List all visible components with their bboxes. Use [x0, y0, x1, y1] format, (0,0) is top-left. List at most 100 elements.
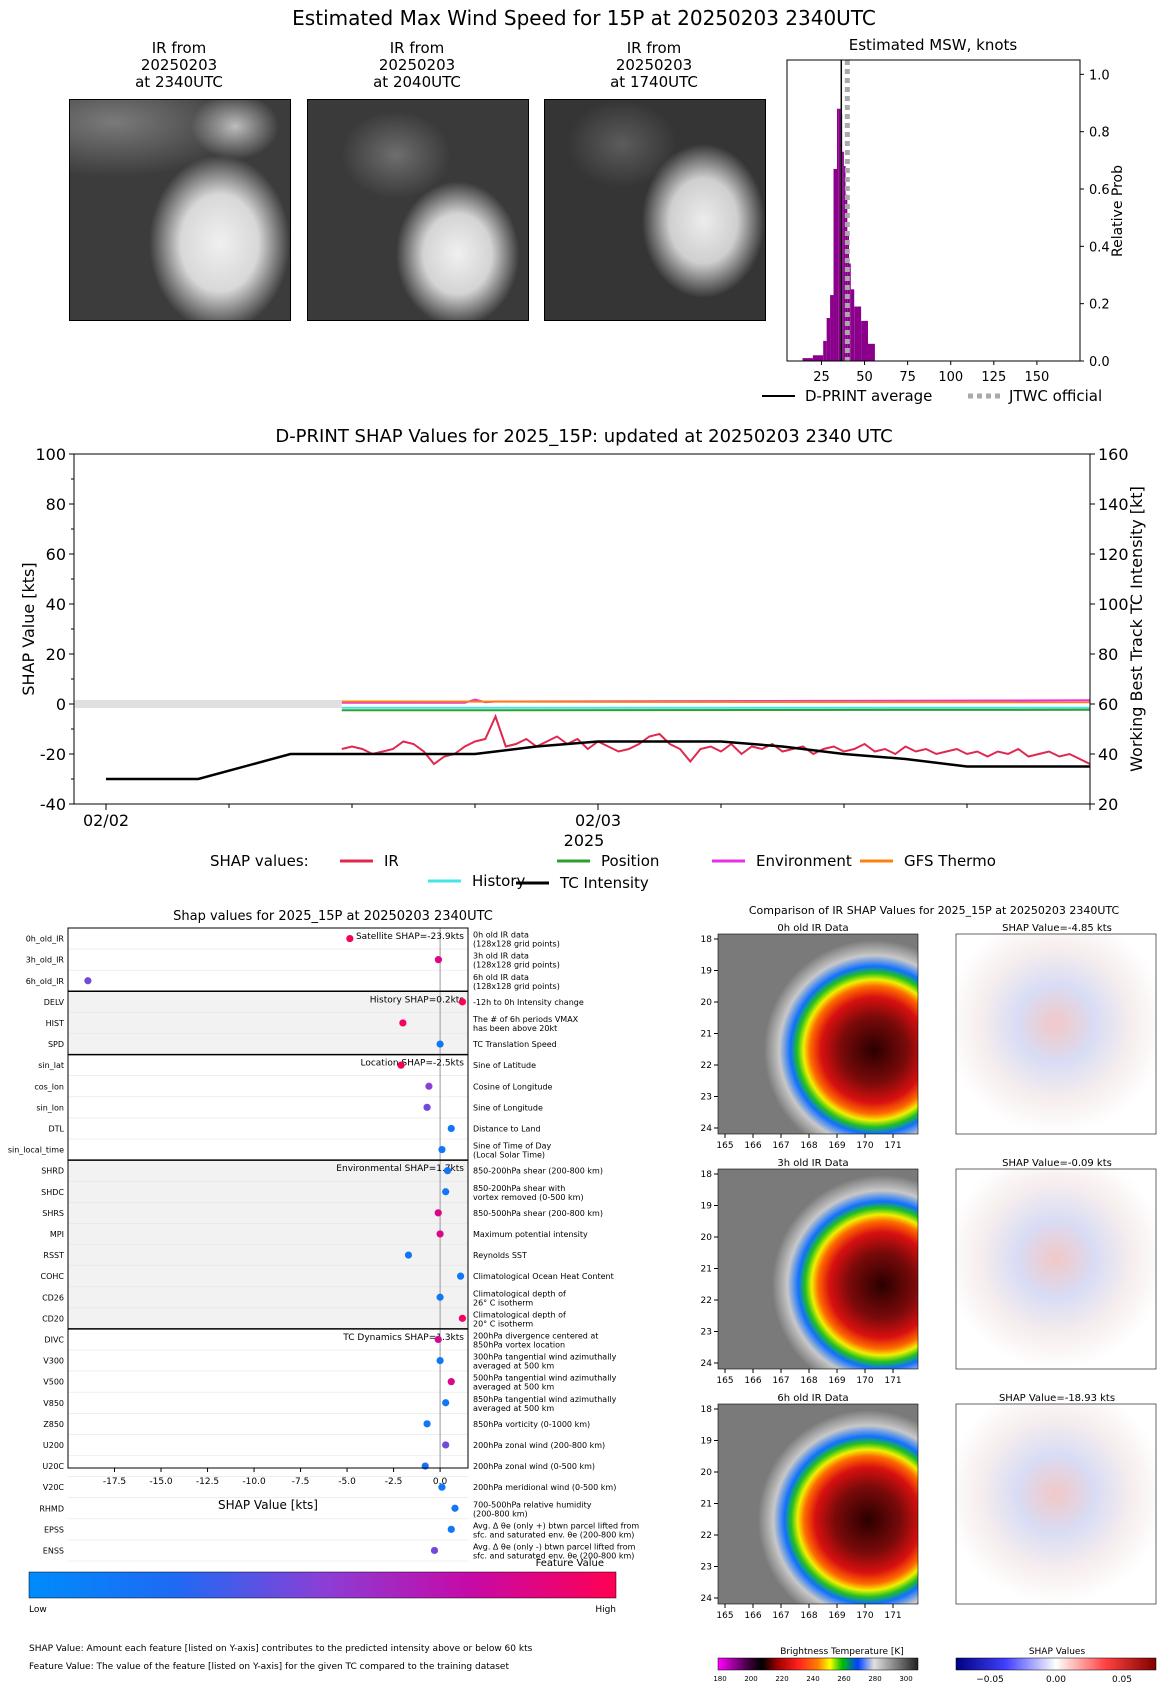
cmp-ytick-label: -22: [700, 1061, 712, 1071]
feature-desc: 200hPa zonal wind (200-800 km): [473, 1441, 605, 1450]
feat-xtick-label: -15.0: [149, 1477, 173, 1487]
ts-y2tick-label: 60: [1098, 695, 1118, 714]
shap-colorbar: [955, 1657, 1157, 1671]
feature-desc: Cosine of Longitude: [473, 1082, 553, 1091]
ir-image-2040: [307, 99, 529, 321]
feature-desc: has been above 20kt: [473, 1024, 557, 1033]
feature-name: RHMD: [39, 1504, 64, 1513]
cmp-ir-image: [717, 1168, 919, 1370]
hist-bar: [842, 151, 844, 361]
ts-y2tick-label: 80: [1098, 645, 1118, 664]
feature-name: cos_lon: [34, 1082, 64, 1091]
feature-dot: [442, 1441, 450, 1449]
hist-xtick-label: 150: [1024, 370, 1049, 385]
ts-ytick-label: 20: [46, 645, 66, 664]
feature-dot: [447, 1525, 455, 1533]
cbar-title: Feature Value: [536, 1558, 604, 1569]
feature-dot: [447, 1124, 455, 1133]
hist-title: Estimated MSW, knots: [849, 36, 1018, 54]
feature-name: sin_local_time: [8, 1146, 64, 1155]
feature-name: V500: [43, 1378, 64, 1387]
feature-dot: [434, 1209, 442, 1217]
feature-name: DIVC: [44, 1335, 64, 1344]
feature-desc: TC Translation Speed: [472, 1040, 557, 1049]
cmp-data-title: 0h old IR Data: [777, 923, 848, 934]
shap-cbar-tick-label: 0.05: [1112, 1675, 1132, 1683]
feature-desc: (Local Solar Time): [473, 1151, 545, 1160]
cmp-xtick-label: 169: [828, 1611, 845, 1621]
feature-dot: [425, 1082, 433, 1090]
cmp-ytick-label: -19: [700, 967, 712, 977]
cbar-high: High: [595, 1605, 616, 1615]
hist-xtick-label: 100: [938, 370, 963, 385]
hist-xtick-label: 25: [813, 370, 830, 385]
feature-desc: 3h old IR data: [473, 952, 529, 961]
ts-legend-label: TC Intensity: [559, 874, 649, 892]
hist-xtick-label: 125: [981, 370, 1006, 385]
cmp-xtick-label: 169: [828, 1141, 845, 1151]
ts-y2tick-label: 40: [1098, 745, 1118, 764]
feature-name: MPI: [50, 1230, 64, 1239]
feat-xtick-label: -12.5: [196, 1477, 219, 1487]
ts-legend-label: GFS Thermo: [904, 852, 996, 870]
feature-name: SHRS: [42, 1209, 64, 1218]
feature-dot: [438, 1483, 446, 1491]
feat-title: Shap values for 2025_15P at 20250203 234…: [173, 909, 493, 924]
feature-dot: [443, 1167, 452, 1175]
feature-desc: 850hPa tangential wind azimuthally: [473, 1395, 617, 1404]
footnote-feature: Feature Value: The value of the feature …: [29, 1662, 509, 1672]
cmp-shap-title: SHAP Value=-0.09 kts: [1002, 1158, 1112, 1169]
feature-desc: The # of 6h periods VMAX: [472, 1015, 579, 1024]
bt-tick-label: 220: [775, 1675, 788, 1683]
feature-name: CD26: [42, 1293, 64, 1302]
cmp-ytick-label: -21: [700, 1500, 712, 1510]
feat-frame: [67, 927, 469, 1469]
hist-ytick-label: 0.6: [1089, 183, 1110, 198]
ts-legend-label: Position: [601, 852, 659, 870]
ts-y2tick-label: 20: [1098, 795, 1118, 814]
cmp-shap-title: SHAP Value=-4.85 kts: [1002, 923, 1112, 934]
group-label: Location SHAP=-2.5kts: [360, 1059, 464, 1069]
legend-dprint-label: D-PRINT average: [805, 387, 932, 405]
feature-desc: 26° C isotherm: [473, 1298, 533, 1307]
feature-desc: 200hPa meridional wind (0-500 km): [473, 1483, 616, 1492]
cmp-shap-image: [955, 933, 1157, 1135]
feature-dot: [430, 1546, 439, 1555]
cmp-shap-image: [955, 1168, 1157, 1370]
series-line-ir: [341, 713, 1091, 766]
feature-desc: 850hPa vorticity (0-1000 km): [473, 1420, 590, 1429]
ts-ytick-label: 0: [56, 695, 66, 714]
feature-name: HIST: [46, 1019, 64, 1028]
bt-tick-label: 240: [806, 1675, 819, 1683]
cmp-xtick-label: 168: [800, 1611, 817, 1621]
feature-dot: [404, 1251, 413, 1259]
hist-ytick-label: 0.8: [1089, 126, 1110, 141]
feature-dot: [436, 1040, 444, 1048]
feature-desc: (128x128 grid points): [473, 961, 560, 970]
cmp-ytick-label: -18: [700, 1170, 712, 1180]
ir-image-1740: [544, 99, 766, 321]
cmp-ytick-label: -18: [700, 935, 712, 945]
feature-dot: [456, 1272, 465, 1280]
cmp-xtick-label: 167: [772, 1376, 789, 1386]
feature-desc: Sine of Latitude: [473, 1061, 536, 1070]
cmp-data-title: 6h old IR Data: [777, 1393, 848, 1404]
cmp-xtick-label: 166: [744, 1376, 761, 1386]
feature-dot: [458, 998, 467, 1006]
feature-name: RSST: [43, 1251, 64, 1260]
cmp-shap-title: SHAP Value=-18.93 kts: [999, 1393, 1115, 1404]
feature-desc: 700-500hPa relative humidity: [473, 1500, 592, 1509]
cmp-ytick-label: -22: [700, 1531, 712, 1541]
hist-ytick-label: 0.4: [1089, 240, 1110, 255]
ts-frame: [73, 453, 1091, 805]
feature-name: U200: [43, 1441, 64, 1450]
hist-bar: [850, 289, 855, 361]
cmp-ytick-label: -24: [700, 1359, 712, 1369]
cmp-xtick-label: 170: [856, 1611, 873, 1621]
feature-name: DTL: [48, 1124, 64, 1133]
ir-compare-panels: 0h old IR Data SHAP Value=-4.85 kts -18 -19…: [700, 923, 1157, 1683]
hist-xtick-label: 50: [856, 370, 873, 385]
feature-desc: Avg. Δ θe (only +) btwn parcel lifted fr…: [473, 1521, 639, 1530]
feature-name: V850: [43, 1399, 64, 1408]
bt-tick-label: 200: [744, 1675, 757, 1683]
